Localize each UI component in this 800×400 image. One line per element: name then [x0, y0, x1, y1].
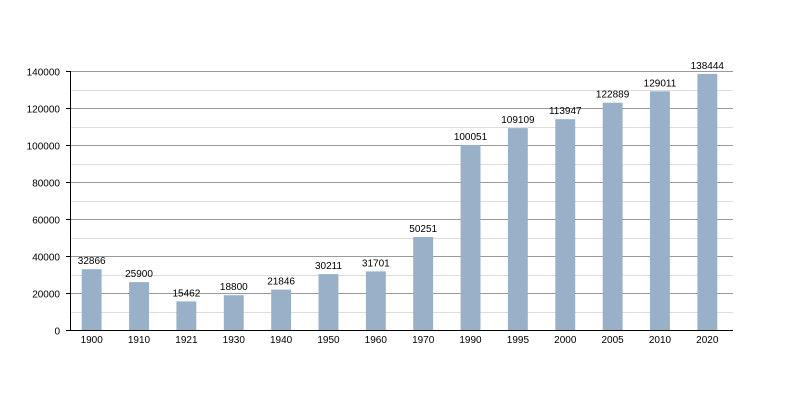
data-label-1960: 31701: [362, 258, 390, 269]
bar-1950: [318, 274, 339, 330]
y-tick-label: 40000: [32, 253, 60, 264]
axes: 0 20000 40000 60000 80000 100000 120000 140000 1…: [27, 68, 733, 346]
data-label-1900: 32866: [78, 256, 106, 267]
data-label-1930: 18800: [220, 282, 248, 293]
x-tick-label-1900: 1900: [81, 335, 104, 346]
data-label-1990: 100051: [454, 132, 488, 143]
x-tick-label-2000: 2000: [554, 335, 577, 346]
y-tick-label: 60000: [32, 216, 60, 227]
data-labels: 32866 25900 15462 18800 21846 30211 31701 50251…: [78, 61, 725, 299]
data-label-1921: 15462: [172, 288, 200, 299]
x-tick-label-1910: 1910: [128, 335, 151, 346]
bar-2005: [602, 102, 623, 330]
bar-1910: [129, 282, 149, 330]
data-label-1910: 25900: [125, 269, 153, 280]
data-label-1950: 30211: [315, 261, 343, 272]
bar-2000: [555, 119, 576, 330]
y-tick-label: 20000: [32, 290, 60, 301]
data-label-1970: 50251: [409, 224, 437, 235]
bar-2010: [650, 91, 670, 330]
grid-lines: [70, 71, 733, 313]
x-tick-label-1930: 1930: [223, 335, 246, 346]
bar-1960: [365, 271, 386, 330]
data-label-1995: 109109: [501, 115, 535, 126]
x-tick-label-2010: 2010: [649, 335, 672, 346]
x-tick-label-2005: 2005: [601, 335, 624, 346]
y-tick-label: 0: [54, 327, 60, 338]
y-tick-label: 120000: [27, 105, 61, 116]
y-tick-label: 80000: [32, 179, 60, 190]
data-label-2020: 138444: [691, 61, 725, 72]
y-tick-label: 140000: [27, 68, 61, 79]
bar-1995: [507, 128, 528, 330]
x-tick-label-1995: 1995: [507, 335, 530, 346]
x-tick-label-1921: 1921: [175, 335, 198, 346]
x-tick-label-2020: 2020: [696, 335, 719, 346]
x-tick-label-1970: 1970: [412, 335, 435, 346]
bar-2020: [697, 73, 718, 331]
x-tick-label-1960: 1960: [365, 335, 388, 346]
bar-1921: [176, 301, 197, 330]
data-label-1940: 21846: [267, 277, 295, 288]
bars: [81, 73, 718, 331]
data-label-2005: 122889: [596, 90, 630, 101]
x-tick-label-1940: 1940: [270, 335, 293, 346]
bar-1990: [460, 144, 481, 330]
bar-1970: [413, 237, 434, 330]
data-label-2000: 113947: [549, 106, 582, 117]
data-label-2010: 129011: [644, 78, 677, 89]
x-tick-label-1990: 1990: [459, 335, 482, 346]
y-tick-label: 100000: [27, 142, 61, 153]
bar-1930: [223, 295, 244, 330]
bar-1940: [271, 289, 292, 330]
bar-1900: [81, 269, 102, 330]
x-tick-label-1950: 1950: [317, 335, 340, 346]
